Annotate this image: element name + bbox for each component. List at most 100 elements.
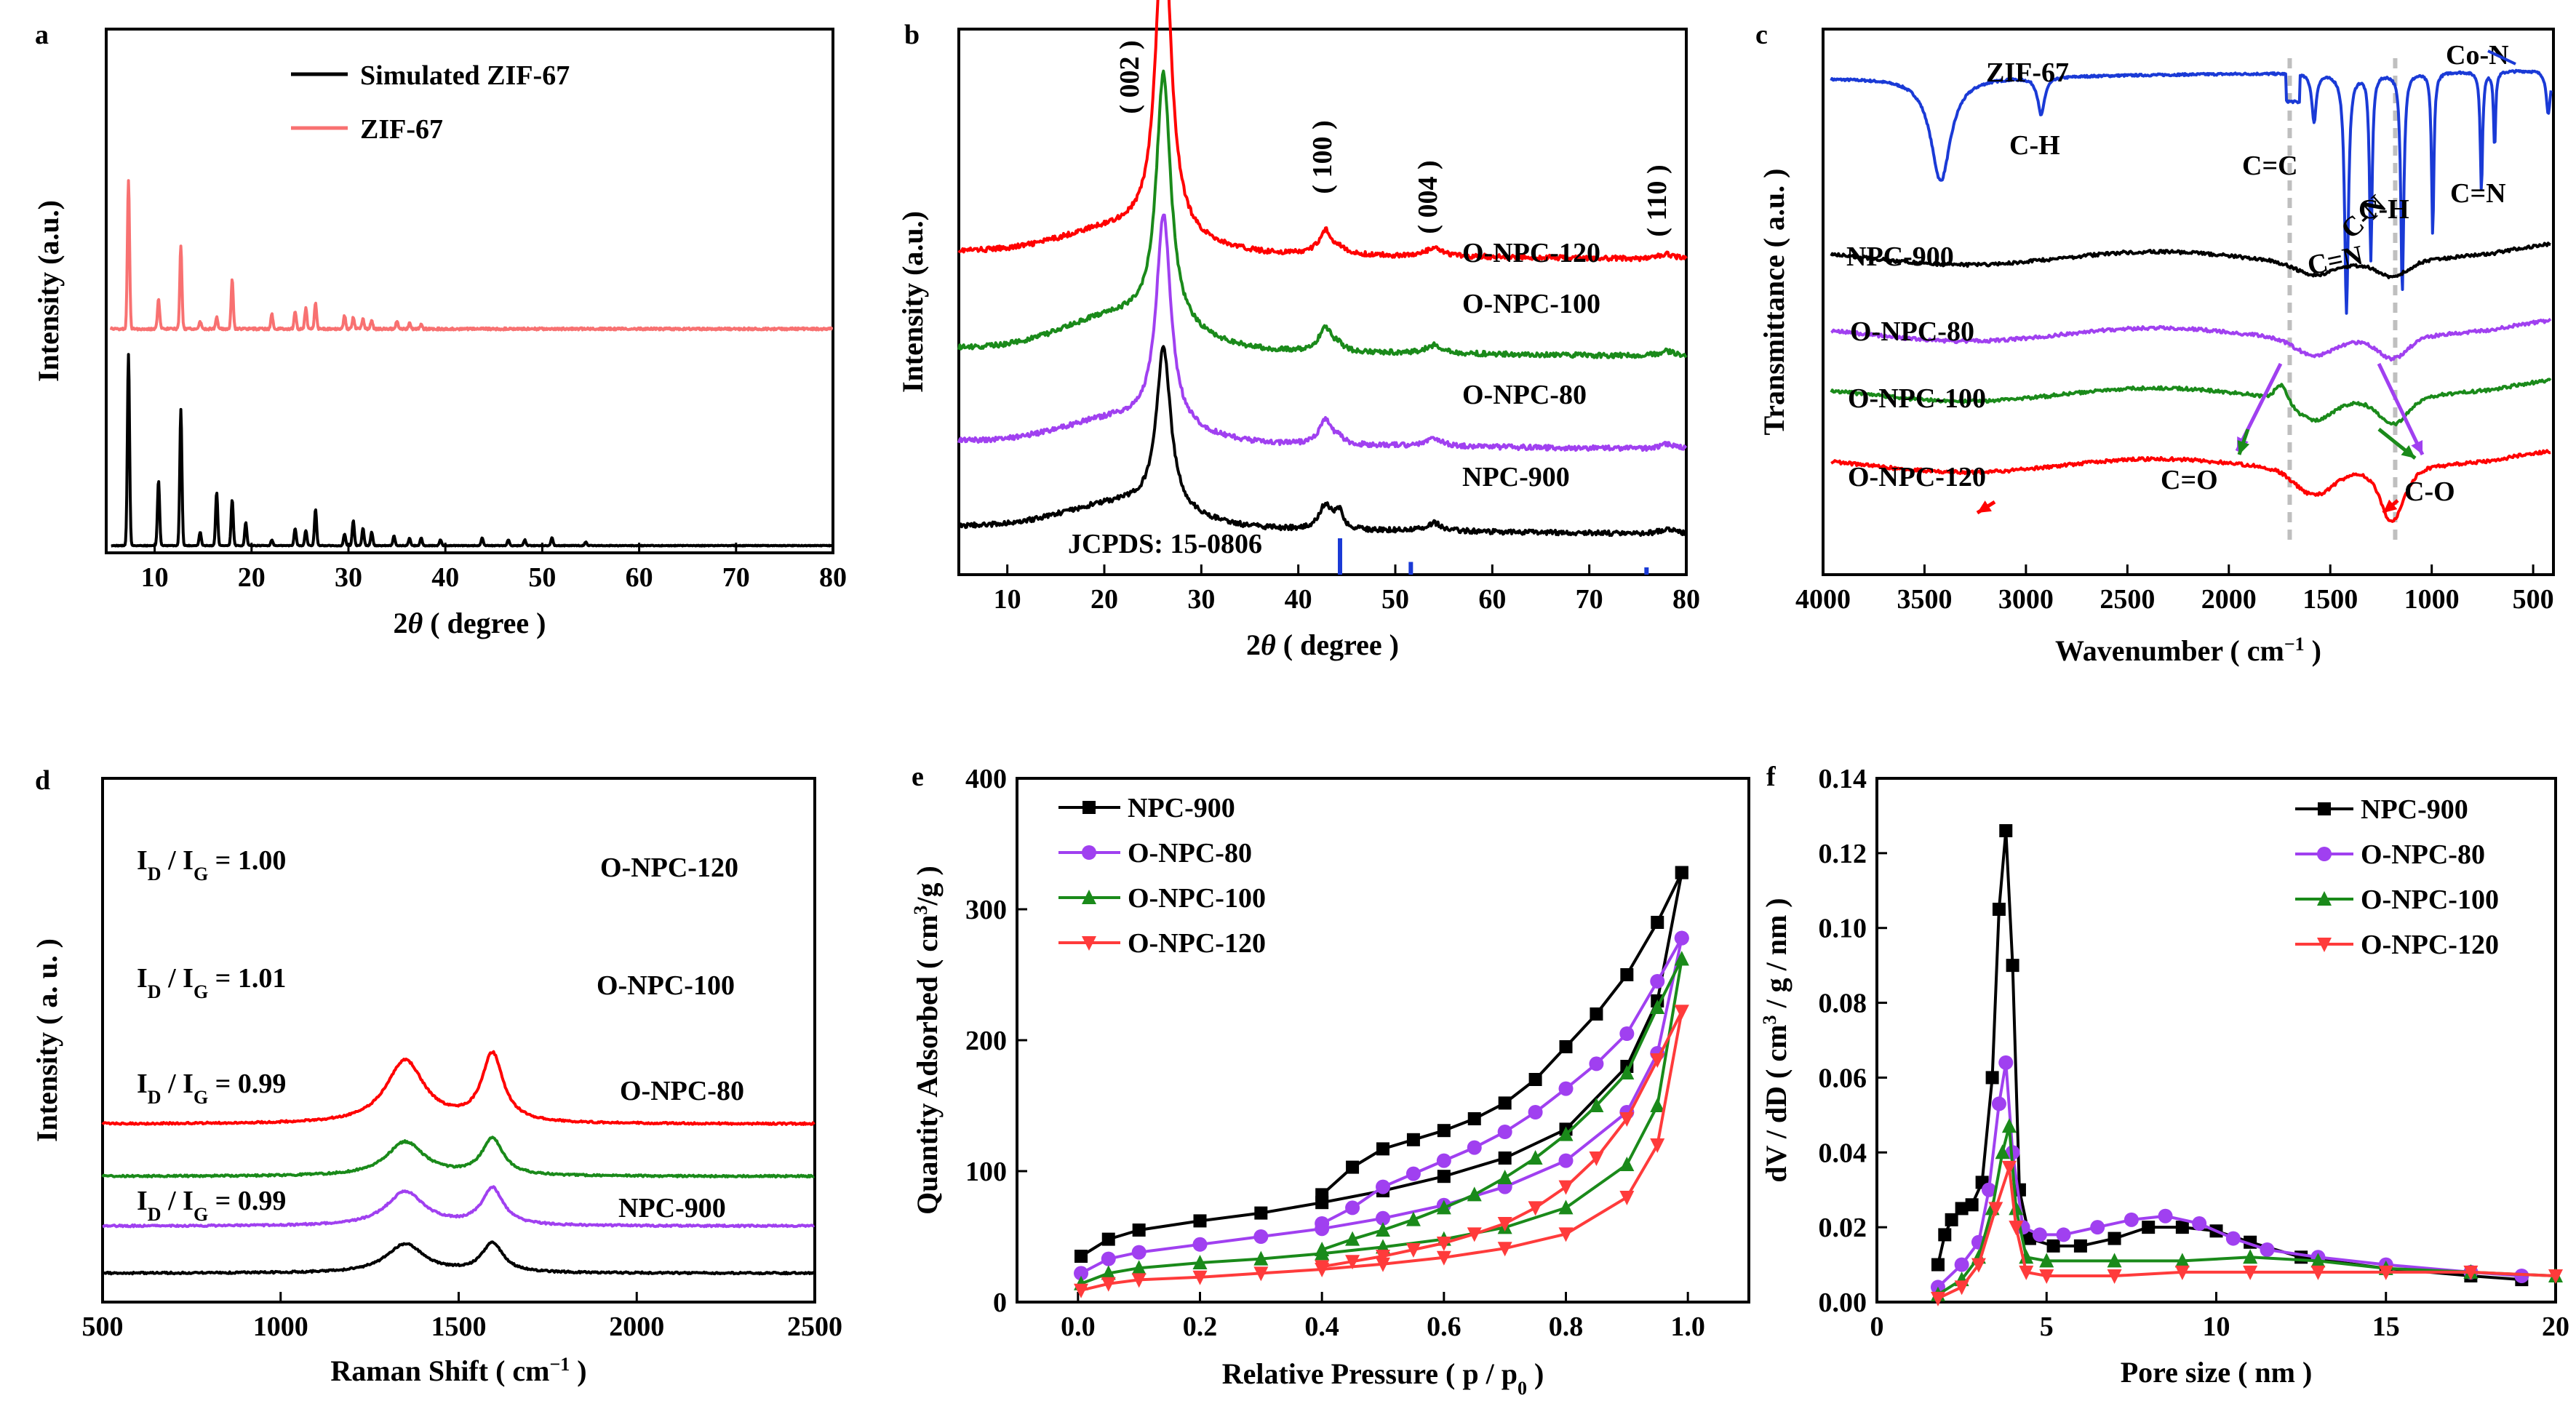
data-point-npc-900 (1528, 1073, 1542, 1086)
data-point-npc-900 (2046, 1239, 2060, 1253)
data-point-o-npc-120 (2548, 1269, 2563, 1284)
data-point-npc-900 (1193, 1214, 1207, 1228)
data-point-o-npc-120 (2001, 1160, 2017, 1175)
ratio-label-d-0: ID / IG = 1.00 (137, 845, 286, 885)
data-point-o-npc-120 (2378, 1265, 2393, 1280)
x-tick-label-b: 70 (1576, 584, 1603, 615)
data-point-o-npc-100 (2039, 1253, 2054, 1268)
x-axis-label-f: Pore size ( nm ) (2121, 1356, 2313, 1389)
data-point-o-npc-80 (2158, 1208, 2173, 1224)
data-point-o-npc-100 (1467, 1186, 1482, 1202)
data-point-npc-900 (1651, 916, 1664, 929)
data-point-o-npc-80 (1528, 1105, 1543, 1119)
data-point-o-npc-100 (1619, 1065, 1635, 1079)
data-point-o-npc-100 (2174, 1253, 2190, 1268)
data-point-npc-900 (1985, 1071, 1999, 1085)
data-point-o-npc-120 (1930, 1291, 1945, 1306)
x-axis-label-c: Wavenumber ( cm−1 ) (2055, 634, 2321, 668)
data-point-o-npc-80 (1981, 1182, 1996, 1197)
y-tick-label-f: 0.00 (1819, 1288, 1867, 1318)
y-tick-label-f: 0.12 (1819, 839, 1867, 869)
series-label-b-0: O-NPC-120 (1462, 238, 1600, 268)
data-point-o-npc-80 (2124, 1212, 2139, 1227)
annotation-arrow-c-3 (2377, 362, 2425, 456)
legend-marker-f-2 (2317, 891, 2332, 906)
data-point-npc-900 (1406, 1133, 1420, 1146)
legend-label-f-2: O-NPC-100 (2361, 885, 2499, 915)
data-point-npc-900 (1437, 1170, 1451, 1183)
x-tick-label-e: 1.0 (1670, 1312, 1705, 1342)
legend-label-a-1: ZIF-67 (360, 114, 443, 145)
data-point-o-npc-100 (1436, 1200, 1451, 1215)
series-line-o-npc-100 (1830, 378, 2552, 427)
data-point-o-npc-80 (1467, 1140, 1482, 1155)
x-tick-label-c: 4000 (1795, 584, 1851, 615)
y-axis-label-f: dV / dD ( cm3 / g / nm ) (1759, 898, 1793, 1182)
x-tick-label-a: 50 (528, 562, 556, 593)
data-point-npc-900 (2142, 1221, 2156, 1234)
peak-label-b-0: ( 002 ) (1114, 40, 1145, 113)
series-line-npc-900 (957, 345, 1688, 538)
data-point-npc-900 (1931, 1258, 1945, 1272)
data-point-o-npc-80 (1589, 1056, 1604, 1071)
data-point-npc-900 (1675, 866, 1688, 879)
data-point-o-npc-80 (1558, 1081, 1574, 1096)
y-tick-label-e: 300 (965, 895, 1007, 925)
series-line-o-npc-100 (957, 69, 1688, 359)
legend-marker-f-3 (2317, 938, 2332, 952)
data-point-o-npc-80 (1674, 930, 1689, 946)
ratio-label-d-1: ID / IG = 1.01 (137, 963, 286, 1002)
plot-frame-a (105, 28, 834, 554)
data-point-o-npc-80 (2260, 1242, 2275, 1257)
data-point-o-npc-100 (2009, 1200, 2024, 1216)
legend-marker-e-3 (1082, 936, 1096, 951)
data-point-o-npc-100 (1253, 1250, 1269, 1266)
data-point-o-npc-100 (2001, 1118, 2017, 1133)
x-tick-label-a: 20 (238, 562, 266, 593)
data-point-o-npc-120 (1345, 1255, 1360, 1270)
x-axis-label-e: Relative Pressure ( p / p0 ) (1222, 1357, 1544, 1399)
panel-letter-f: f (1766, 762, 1777, 792)
data-point-o-npc-80 (1619, 1026, 1635, 1041)
data-point-o-npc-80 (1954, 1257, 1969, 1272)
data-point-o-npc-120 (1497, 1217, 1512, 1232)
y-tick-label-f: 0.04 (1819, 1138, 1867, 1168)
y-axis-label-d: Intensity ( a. u. ) (31, 938, 63, 1142)
data-point-o-npc-100 (1558, 1200, 1574, 1215)
x-axis-label-a: 2θ ( degree ) (394, 607, 546, 639)
data-point-o-npc-120 (1558, 1227, 1574, 1242)
data-point-npc-900 (2006, 959, 2019, 973)
data-point-o-npc-120 (1074, 1283, 1089, 1298)
data-point-o-npc-100 (1528, 1150, 1543, 1165)
data-point-npc-900 (1559, 1040, 1573, 1053)
legend-label-f-3: O-NPC-120 (2361, 930, 2499, 960)
x-tick-label-a: 10 (141, 562, 169, 593)
legend-label-e-0: NPC-900 (1128, 793, 1235, 823)
data-point-o-npc-120 (1971, 1258, 1986, 1273)
data-point-o-npc-100 (2310, 1253, 2326, 1268)
data-point-o-npc-120 (2039, 1269, 2054, 1284)
x-tick-label-a: 80 (819, 562, 847, 593)
data-point-o-npc-100 (1315, 1242, 1330, 1256)
x-tick-label-b: 20 (1090, 584, 1118, 615)
data-point-o-npc-120 (2174, 1265, 2190, 1280)
series-label-c-0: ZIF-67 (1986, 57, 2069, 88)
series-line-o-npc-80 (957, 213, 1688, 452)
data-point-o-npc-80 (1436, 1153, 1451, 1168)
data-point-npc-900 (2108, 1232, 2121, 1245)
panel-letter-c: c (1755, 20, 1768, 50)
x-axis-label-b: 2θ ( degree ) (1246, 628, 1399, 661)
x-tick-label-f: 0 (1870, 1312, 1884, 1342)
series-line-o-npc-100 (1937, 1125, 2556, 1296)
data-point-o-npc-80 (1998, 1055, 2014, 1070)
data-point-o-npc-120 (1954, 1280, 1969, 1296)
data-point-npc-900 (2175, 1221, 2189, 1234)
data-point-o-npc-120 (2107, 1269, 2122, 1284)
series-line-o-npc-80 (1937, 1061, 2522, 1288)
series-line-o-npc-100 (101, 1135, 815, 1179)
data-point-o-npc-120 (2019, 1265, 2034, 1280)
annotation-c-1: C=C (2242, 151, 2298, 181)
x-tick-label-d: 500 (82, 1312, 124, 1342)
data-point-o-npc-100 (2243, 1249, 2258, 1264)
